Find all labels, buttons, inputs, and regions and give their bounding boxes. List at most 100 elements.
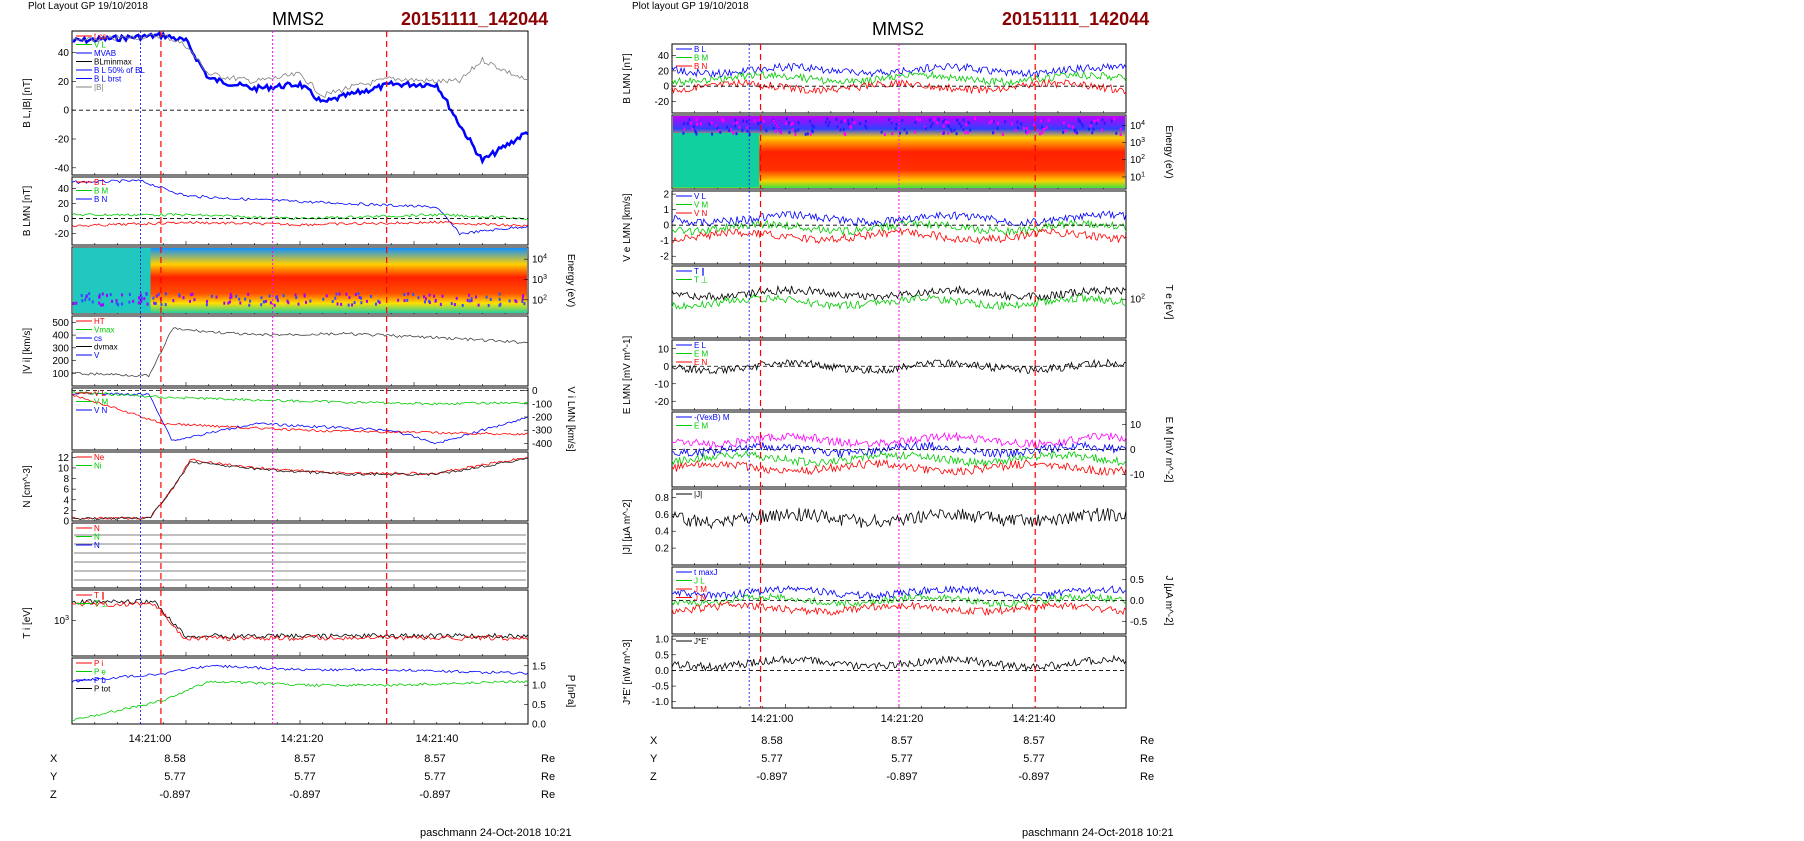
right-ytick-label: -0.5 xyxy=(1130,617,1148,628)
left-legend-entry: B N xyxy=(94,195,108,204)
right-legend-entry: V N xyxy=(694,209,708,218)
right-spectrogram-pixel xyxy=(853,121,856,125)
left-ytick-label: 103 xyxy=(532,274,547,286)
right-spectrogram-pixel xyxy=(1095,121,1098,125)
right-spectrogram-pixel xyxy=(956,119,959,123)
left-ylabel: Energy (eV) xyxy=(565,254,576,307)
left-spectrogram-pixel xyxy=(215,295,218,299)
left-spectrogram-pixel xyxy=(227,301,230,305)
left-spectrogram-pixel xyxy=(340,302,343,306)
left-spectrogram-pixel xyxy=(331,300,334,304)
left-spectrogram-pixel xyxy=(190,293,193,297)
right-spectrogram-pixel xyxy=(757,122,760,126)
right-spectrogram-pixel xyxy=(964,131,967,135)
left-ytick-label: -20 xyxy=(55,135,70,146)
left-spectrogram-pixel xyxy=(88,292,91,296)
left-spectrogram-pixel xyxy=(303,294,306,298)
left-spectrogram-pixel xyxy=(521,300,524,304)
right-spectrogram-pixel xyxy=(937,118,940,122)
right-spectrogram-pixel xyxy=(806,132,809,136)
right-spectrogram-pixel xyxy=(891,132,894,136)
right-panel-4: 102 T e [eV] T ∥T ⊥ xyxy=(671,265,1174,339)
right-event-id: 20151111_142044 xyxy=(1002,9,1149,29)
right-spectrogram-pixel xyxy=(730,128,733,132)
left-legend-entry: cs xyxy=(94,334,102,343)
right-spectrogram-pixel xyxy=(804,132,807,136)
right-spectrogram-pixel xyxy=(1041,131,1044,135)
right-eph-z-1: -0.897 xyxy=(886,771,917,783)
right-spectrogram-pixel xyxy=(1010,122,1013,126)
right-spectrogram-pixel xyxy=(942,120,945,124)
right-spectrogram-pixel xyxy=(741,129,744,133)
left-eph-z-1: -0.897 xyxy=(289,789,320,801)
right-spectrogram-pixel xyxy=(842,128,845,132)
left-ytick-label: 500 xyxy=(52,318,69,329)
right-spectrogram-pixel xyxy=(809,119,812,123)
left-spectrogram-pixel xyxy=(98,295,101,299)
left-legend-entry: N xyxy=(94,524,100,533)
right-spectrogram-pixel xyxy=(953,128,956,132)
right-eph-z-unit: Re xyxy=(1140,771,1154,783)
right-spectrogram-pixel xyxy=(694,130,697,134)
left-spectrogram-pixel xyxy=(453,303,456,307)
right-ytick-label: 40 xyxy=(658,51,670,62)
left-spectrogram-pixel xyxy=(466,298,469,302)
left-spectrogram-pixel xyxy=(523,302,526,306)
right-ytick-label: 0 xyxy=(663,221,669,232)
right-spectrogram-pixel xyxy=(746,129,749,133)
right-ytick-label: 10 xyxy=(658,344,670,355)
left-spectrogram-pixel xyxy=(101,292,104,296)
left-panel-1: 40 20 0 -20 -40 B L,|B| [nT] t csV LMVABBLminm… xyxy=(22,30,529,176)
right-legend-entry: T ⊥ xyxy=(694,276,708,285)
left-spectrogram-pixel xyxy=(178,293,181,297)
right-spectrogram-pixel xyxy=(947,125,950,129)
left-spectrogram-pixel xyxy=(309,299,312,303)
left-spectrogram-pixel xyxy=(498,292,501,296)
left-ylabel: N [cm^-3] xyxy=(22,465,33,508)
left-legend-entry: MVAB xyxy=(94,49,116,58)
left-spectrogram-pixel xyxy=(91,300,94,304)
right-ytick-label: -10 xyxy=(1130,470,1145,481)
right-spectrogram-pixel xyxy=(1004,120,1007,124)
left-series-B_L xyxy=(71,31,529,165)
left-legend-entry: P tot xyxy=(94,685,111,694)
right-spectrogram-pixel xyxy=(1113,117,1116,121)
right-ytick-label: 1.0 xyxy=(655,635,669,646)
left-spectrogram-pixel xyxy=(334,296,337,300)
right-spectrogram-pixel xyxy=(683,127,686,131)
right-spectrogram-pixel xyxy=(812,125,815,129)
left-spectrogram-pixel xyxy=(155,294,158,298)
right-spectrogram-pixel xyxy=(1103,121,1106,125)
right-ytick-label: 0.0 xyxy=(1130,596,1144,607)
left-spectrogram-pixel xyxy=(128,300,131,304)
left-legend-entry: B L xyxy=(94,178,107,187)
right-legend-entry: E M xyxy=(694,350,709,359)
left-spectrogram-pixel xyxy=(470,299,473,303)
right-eph-x-label: X xyxy=(650,735,658,747)
right-spectrogram-pixel xyxy=(929,125,932,129)
left-spectrogram-pixel xyxy=(146,302,149,306)
left-ytick-label: 200 xyxy=(52,356,69,367)
left-ytick-label: 400 xyxy=(52,331,69,342)
right-spectrogram-pixel xyxy=(772,119,775,123)
right-spectrogram-pixel xyxy=(942,124,945,128)
right-spectrogram-pixel xyxy=(792,121,795,125)
left-spectrogram-pixel xyxy=(423,300,426,304)
right-spectrogram-pixel xyxy=(728,128,731,132)
left-spectrogram-pixel xyxy=(360,301,363,305)
left-legend-entry: t cs xyxy=(94,32,106,41)
right-spectrogram-pixel xyxy=(826,117,829,121)
right-spectrogram-pixel xyxy=(736,121,739,125)
right-spectrogram-pixel xyxy=(1047,118,1050,122)
right-ytick-label: 104 xyxy=(1130,120,1145,132)
left-spectrogram-pixel xyxy=(115,301,118,305)
left-spectrogram-pixel xyxy=(304,300,307,304)
left-legend-entry: T ⊥ xyxy=(94,600,108,609)
left-legend-entry: V L xyxy=(94,41,107,50)
right-spectrogram-pixel xyxy=(1045,126,1048,130)
left-eph-x-2: 8.57 xyxy=(424,753,445,765)
right-spectrogram-pixel xyxy=(1119,132,1122,136)
left-legend-entry: N xyxy=(94,541,100,550)
right-spectrogram-pixel xyxy=(864,124,867,128)
right-spectrogram-pixel xyxy=(944,120,947,124)
